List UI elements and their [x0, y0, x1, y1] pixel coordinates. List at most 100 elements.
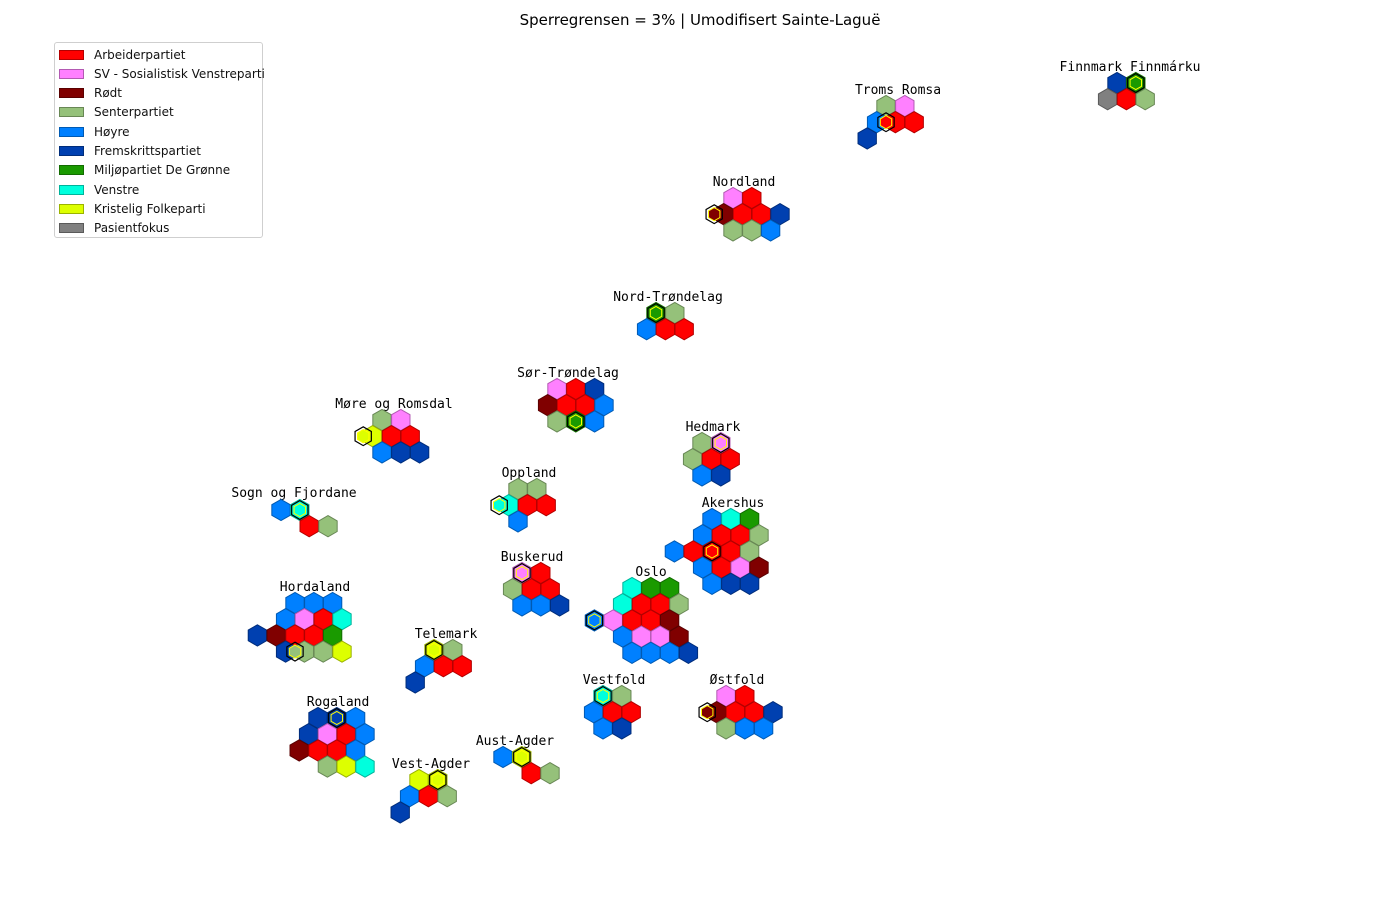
seat-hoyre — [493, 745, 513, 769]
seat-senterpartiet — [318, 515, 338, 538]
seat-hoyre — [760, 219, 781, 242]
legend-label: Rødt — [94, 86, 123, 101]
legend-label: Senterpartiet — [94, 105, 174, 120]
leveling-seat-inner — [356, 429, 370, 444]
county-buskerud: Buskerud — [501, 550, 570, 617]
leveling-seat-marker — [1127, 72, 1145, 94]
county-sogn-og-fjordane: Sogn og Fjordane — [231, 486, 357, 538]
seat-arbeiderpartiet — [904, 111, 924, 134]
legend-item-fremskrittspartiet: Fremskrittspartiet — [59, 142, 201, 161]
county-label: Vest-Agder — [392, 757, 470, 772]
county-rogaland: Rogaland — [289, 695, 375, 778]
leveling-seat-inner — [705, 544, 719, 559]
seat-arbeiderpartiet — [536, 494, 556, 517]
legend-item-arbeiderpartiet: Arbeiderpartiet — [59, 45, 185, 64]
leveling-seat-inner — [431, 772, 445, 788]
seat-hoyre — [512, 594, 532, 617]
seat-hoyre — [664, 540, 685, 563]
leveling-seat-marker — [705, 204, 723, 225]
county-label: Telemark — [415, 627, 478, 642]
legend-label: Pasientfokus — [94, 221, 170, 236]
leveling-seat-marker — [513, 562, 531, 584]
leveling-seat-marker — [647, 302, 665, 324]
legend-label: SV - Sosialistisk Venstreparti — [94, 66, 265, 81]
legend-item-rodt: Rødt — [59, 84, 122, 103]
leveling-seat-marker — [425, 639, 443, 661]
seat-hoyre — [372, 441, 392, 464]
county-sor-trondelag: Sør-Trøndelag — [517, 366, 619, 433]
county-label: Nord-Trøndelag — [613, 290, 723, 305]
seat-hoyre — [702, 572, 722, 595]
county-label: Møre og Romsdal — [335, 397, 452, 412]
county-label: Troms Romsa — [855, 83, 941, 98]
legend-swatch — [59, 49, 84, 60]
seat-senterpartiet — [547, 410, 567, 433]
leveling-seat-marker — [286, 641, 304, 662]
leveling-seat-marker — [291, 499, 309, 521]
leveling-seat-inner — [596, 688, 610, 704]
county-label: Sogn og Fjordane — [231, 486, 356, 501]
seat-senterpartiet — [1135, 88, 1155, 111]
seat-kristelig-folkeparti — [332, 640, 352, 663]
seat-fremskrittspartiet — [612, 717, 632, 740]
legend-swatch — [59, 146, 84, 156]
legend-label: Miljøpartiet De Grønne — [94, 163, 231, 178]
legend-swatch — [59, 203, 84, 214]
county-akershus: Akershus — [664, 496, 769, 595]
county-hordaland: Hordaland — [247, 580, 352, 663]
county-oppland: Oppland — [490, 466, 556, 533]
leveling-seat-marker — [328, 707, 346, 729]
seat-fremskrittspartiet — [721, 572, 741, 595]
legend-label: Fremskrittspartiet — [94, 144, 201, 158]
leveling-seat-marker — [712, 432, 730, 454]
leveling-seat-marker — [513, 746, 531, 768]
seat-hoyre — [659, 641, 680, 664]
leveling-seat-marker — [698, 702, 716, 723]
seat-senterpartiet — [317, 755, 338, 778]
seat-hoyre — [735, 717, 755, 740]
leveling-seat-inner — [707, 207, 721, 222]
county-label: Oslo — [635, 565, 666, 580]
seat-hoyre — [531, 594, 551, 617]
seat-arbeiderpartiet — [1116, 88, 1137, 111]
seat-hoyre — [593, 717, 613, 740]
county-ostfold: Østfold — [698, 673, 783, 740]
legend-swatch — [59, 184, 84, 195]
seat-senterpartiet — [716, 717, 736, 740]
county-label: Hordaland — [280, 580, 350, 595]
leveling-seat-inner — [330, 710, 344, 726]
seat-fremskrittspartiet — [390, 801, 410, 824]
county-nord-trondelag: Nord-Trøndelag — [613, 290, 723, 341]
legend-label: Venstre — [94, 182, 140, 197]
seat-hoyre — [584, 410, 605, 433]
seat-arbeiderpartiet — [452, 655, 472, 678]
leveling-seat-inner — [588, 613, 601, 628]
leveling-seat-inner — [879, 115, 893, 130]
legend-label: Høyre — [94, 124, 130, 139]
leveling-seat-inner — [649, 305, 663, 321]
leveling-seat-inner — [515, 565, 529, 581]
seat-senterpartiet — [742, 219, 762, 242]
county-label: Akershus — [702, 496, 765, 511]
legend-item-kristelig-folkeparti: Kristelig Folkeparti — [59, 199, 206, 218]
leveling-seat-inner — [492, 498, 506, 513]
seat-arbeiderpartiet — [433, 655, 454, 678]
seat-fremskrittspartiet — [409, 441, 430, 464]
seat-rodt — [289, 739, 309, 762]
leveling-seat-inner — [714, 435, 728, 451]
county-vest-agder: Vest-Agder — [390, 757, 470, 824]
leveling-seat-inner — [293, 502, 307, 518]
legend-label: Arbeiderpartiet — [94, 47, 186, 62]
legend-swatch — [59, 88, 84, 99]
leveling-seat-inner — [569, 414, 583, 429]
seat-pasientfokus — [1097, 88, 1118, 111]
county-nordland: Nordland — [705, 175, 790, 242]
county-vestfold: Vestfold — [583, 673, 645, 740]
leveling-seat-marker — [594, 685, 612, 707]
county-label: Nordland — [713, 175, 776, 190]
leveling-seat-marker — [585, 610, 604, 631]
legend-item-hoyre: Høyre — [59, 122, 130, 141]
leveling-seat-marker — [877, 112, 895, 133]
legend-item-pasientfokus: Pasientfokus — [59, 219, 169, 238]
